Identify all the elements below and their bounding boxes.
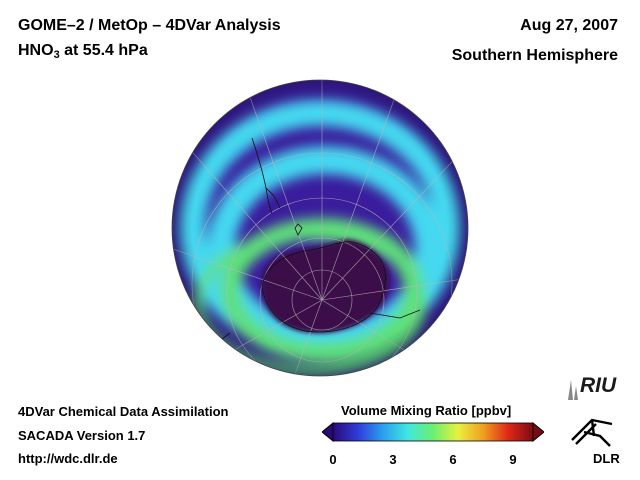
colorbar-gradient — [332, 422, 534, 442]
species-level-label: HNO3 at 55.4 hPa — [18, 42, 148, 61]
pressure-level: at 55.4 hPa — [59, 42, 148, 59]
colorbar-title: Volume Mixing Ratio [ppbv] — [341, 403, 512, 418]
species-subscript: 3 — [53, 49, 60, 61]
map-title: GOME–2 / MetOp – 4DVar Analysis — [18, 17, 281, 34]
riu-logo-text: RIU — [580, 374, 617, 397]
polar-map — [171, 79, 469, 377]
riu-logo-mark — [568, 380, 578, 400]
footer-link[interactable]: http://wdc.dlr.de — [18, 451, 118, 466]
dlr-logo-icon — [571, 418, 613, 447]
colorbar-max-arrow — [532, 422, 544, 442]
colorbar-tick-label: 0 — [329, 452, 337, 467]
colorbar — [322, 422, 544, 442]
dlr-logo-text: DLR — [593, 451, 620, 466]
footer-line-assimilation: 4DVar Chemical Data Assimilation — [18, 404, 229, 419]
colorbar-tick-label: 6 — [449, 452, 457, 467]
hemisphere-label: Southern Hemisphere — [451, 47, 618, 64]
colorbar-min-arrow — [322, 422, 334, 442]
colorbar-tick-label: 3 — [389, 452, 397, 467]
footer-line-version: SACADA Version 1.7 — [18, 428, 146, 443]
colorbar-tick-label: 9 — [509, 452, 517, 467]
analysis-date: Aug 27, 2007 — [520, 17, 618, 34]
species-name: HNO — [18, 42, 54, 59]
